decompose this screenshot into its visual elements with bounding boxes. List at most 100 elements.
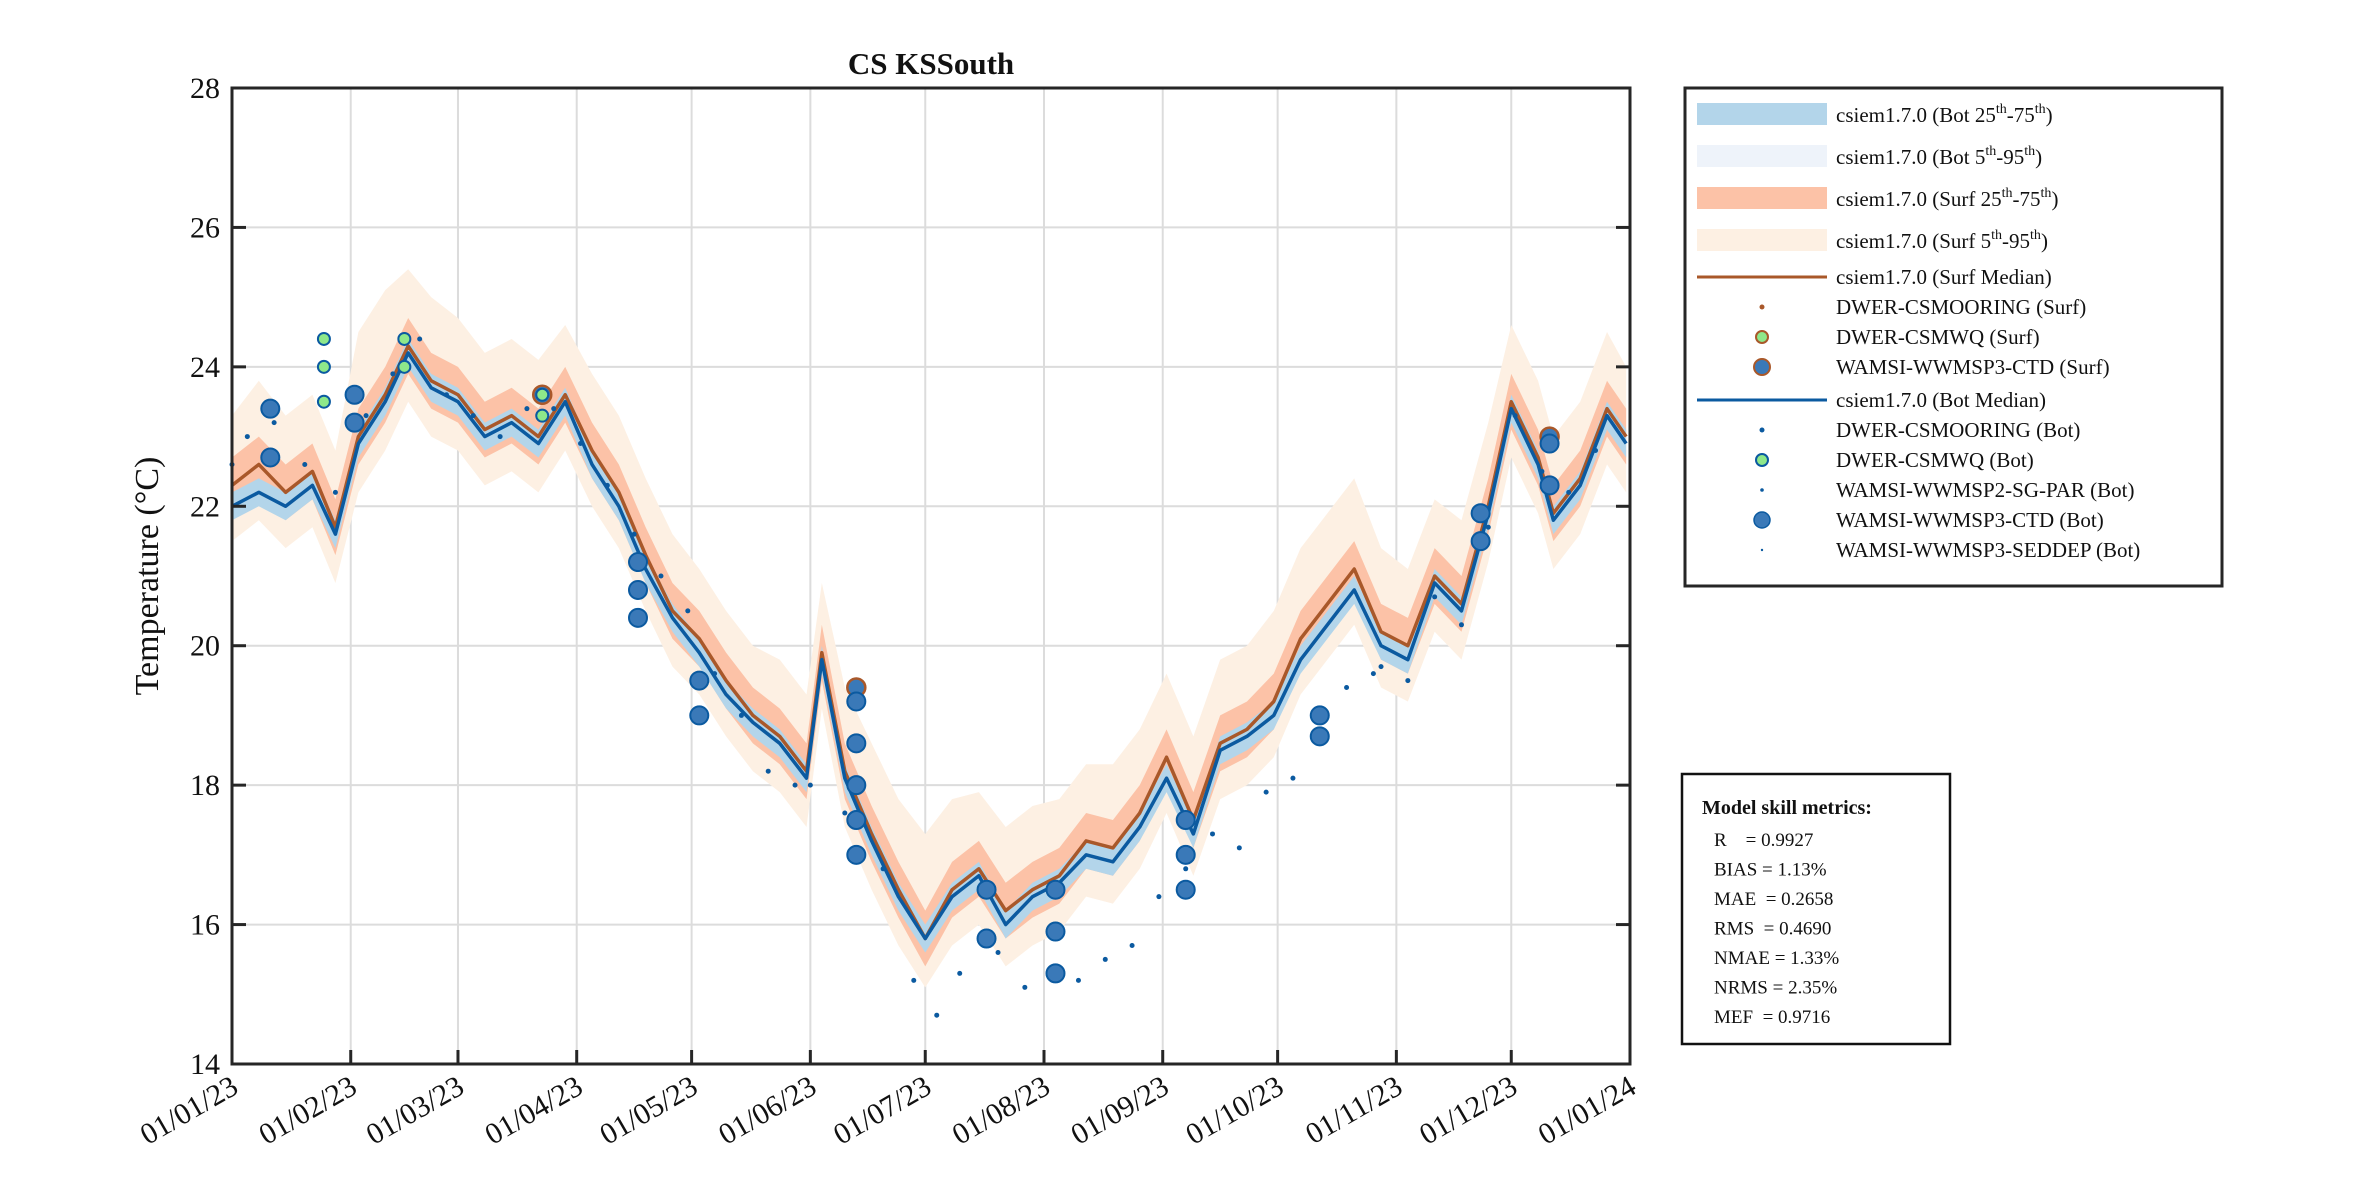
seddep-bot-point xyxy=(880,866,886,872)
legend-dot-marker xyxy=(1760,488,1764,492)
ctd-bot-point xyxy=(846,810,867,830)
chart-title: CS KSSouth xyxy=(848,46,1014,81)
y-tick-label: 18 xyxy=(190,769,220,802)
mwq-surf-point xyxy=(316,359,331,374)
legend-text: WAMSI-WWMSP2-SG-PAR (Bot) xyxy=(1836,478,2135,502)
mooring-bot-point xyxy=(417,336,423,342)
metric-line: NMAE = 1.33% xyxy=(1714,948,1839,969)
x-tick-label: 01/04/23 xyxy=(479,1069,588,1151)
legend-text: csiem1.7.0 (Bot 5 xyxy=(1836,145,1985,169)
seddep-bot-point xyxy=(911,977,917,983)
metrics-box: Model skill metrics: R = 0.9927 BIAS = 1.… xyxy=(1680,772,1952,1046)
ctd-bot-point xyxy=(1175,844,1196,865)
percentile-bands xyxy=(232,269,1627,988)
legend-label: WAMSI-WWMSP3-SEDDEP (Bot) xyxy=(1836,538,2140,562)
mooring-bot-point xyxy=(604,482,610,488)
ctd-bot-point xyxy=(689,670,710,691)
legend-dot-marker xyxy=(1759,427,1765,433)
mooring-bot-point xyxy=(1432,594,1438,600)
legend-text: DWER-CSMWQ (Bot) xyxy=(1836,448,2034,472)
seddep-bot-point xyxy=(1102,956,1108,962)
y-tick-label: 22 xyxy=(190,490,220,523)
legend-superscript: th xyxy=(2030,228,2041,243)
metric-line: NRMS = 2.35% xyxy=(1714,978,1837,999)
ctd-bot-point xyxy=(260,447,281,468)
legend-text: -75 xyxy=(2013,187,2041,211)
x-tick-label: 01/07/23 xyxy=(828,1069,937,1151)
legend-dot-marker xyxy=(1759,304,1765,310)
seddep-bot-point xyxy=(842,810,848,816)
ctd-bot-point xyxy=(627,552,648,573)
metric-line: MAE = 0.2658 xyxy=(1714,889,1833,910)
legend-swatch xyxy=(1697,145,1827,167)
mooring-bot-point xyxy=(244,434,250,440)
x-tick-label: 01/02/23 xyxy=(253,1069,362,1151)
legend-superscript: th xyxy=(2041,186,2052,201)
legend-text: WAMSI-WWMSP3-CTD (Bot) xyxy=(1836,508,2104,532)
metrics-frame xyxy=(1680,772,1952,1046)
legend-label: DWER-CSMOORING (Surf) xyxy=(1836,295,2086,319)
ctd-bot-point xyxy=(689,705,710,726)
ctd-bot-point xyxy=(627,579,648,600)
metric-line: RMS = 0.4690 xyxy=(1714,919,1831,940)
y-tick-label: 20 xyxy=(190,630,220,663)
x-tick-label: 01/01/23 xyxy=(135,1069,244,1151)
seddep-bot-point xyxy=(1290,775,1296,781)
mwq-surf-point xyxy=(535,387,550,402)
legend-text: csiem1.7.0 (Bot Median) xyxy=(1836,388,2046,412)
metric-line: R = 0.9927 xyxy=(1714,830,1813,851)
x-tick-label: 01/09/23 xyxy=(1065,1069,1174,1151)
legend-text: -75 xyxy=(2007,103,2035,127)
seddep-bot-point xyxy=(1129,942,1135,948)
seddep-bot-point xyxy=(1370,671,1376,677)
metric-line: MEF = 0.9716 xyxy=(1714,1007,1830,1028)
mooring-bot-point xyxy=(1405,678,1411,684)
mooring-bot-point xyxy=(390,371,396,377)
ctd-bot-point xyxy=(1470,531,1491,552)
mooring-bot-point xyxy=(712,671,718,677)
legend-circle-marker xyxy=(1753,358,1771,376)
ctd-bot-point xyxy=(976,879,997,900)
metrics-title: Model skill metrics: xyxy=(1702,797,1872,819)
legend-label: DWER-CSMOORING (Bot) xyxy=(1836,418,2080,442)
mooring-bot-point xyxy=(497,434,503,440)
seddep-bot-point xyxy=(1022,984,1028,990)
mooring-bot-point xyxy=(631,531,637,537)
mooring-bot-point xyxy=(765,768,771,774)
mwq-surf-point xyxy=(397,359,412,374)
y-tick-label: 16 xyxy=(190,909,220,942)
axes-box xyxy=(230,86,1632,1066)
mooring-bot-point xyxy=(1566,489,1572,495)
x-tick-label: 01/08/23 xyxy=(947,1069,1056,1151)
y-tick-label: 14 xyxy=(190,1048,220,1081)
ctd-bot-point xyxy=(846,691,867,712)
legend-label: DWER-CSMWQ (Surf) xyxy=(1836,325,2040,349)
legend-superscript: th xyxy=(2035,102,2046,117)
seddep-bot-point xyxy=(1075,977,1081,983)
median-lines xyxy=(230,344,1628,941)
seddep-bot-point xyxy=(934,1012,940,1018)
mooring-bot-point xyxy=(1378,664,1384,670)
legend-superscript: th xyxy=(1985,144,1996,159)
seddep-bot-point xyxy=(807,782,813,788)
ctd-bot-point xyxy=(627,607,648,628)
mooring-bot-point xyxy=(271,420,277,426)
mooring-bot-point xyxy=(302,461,308,467)
legend-superscript: th xyxy=(2024,144,2035,159)
mooring-bot-point xyxy=(551,406,557,412)
ctd-bot-point xyxy=(1045,963,1066,984)
legend-swatch xyxy=(1697,187,1827,209)
bot-median-line xyxy=(231,351,1628,941)
y-tick-label: 28 xyxy=(190,72,220,105)
legend-label: csiem1.7.0 (Surf 25th-75th) xyxy=(1836,186,2058,211)
x-tick-label: 01/12/23 xyxy=(1414,1069,1523,1151)
legend-text: csiem1.7.0 (Bot 25 xyxy=(1836,103,1996,127)
ctd-bot-point xyxy=(1539,433,1560,454)
legend-text: DWER-CSMOORING (Surf) xyxy=(1836,295,2086,319)
legend-text: ) xyxy=(2041,229,2048,253)
mooring-bot-point xyxy=(470,413,476,419)
mooring-bot-point xyxy=(1593,448,1599,454)
legend: csiem1.7.0 (Bot 25th-75th)csiem1.7.0 (Bo… xyxy=(1683,86,2224,588)
mooring-bot-point xyxy=(1512,413,1518,419)
